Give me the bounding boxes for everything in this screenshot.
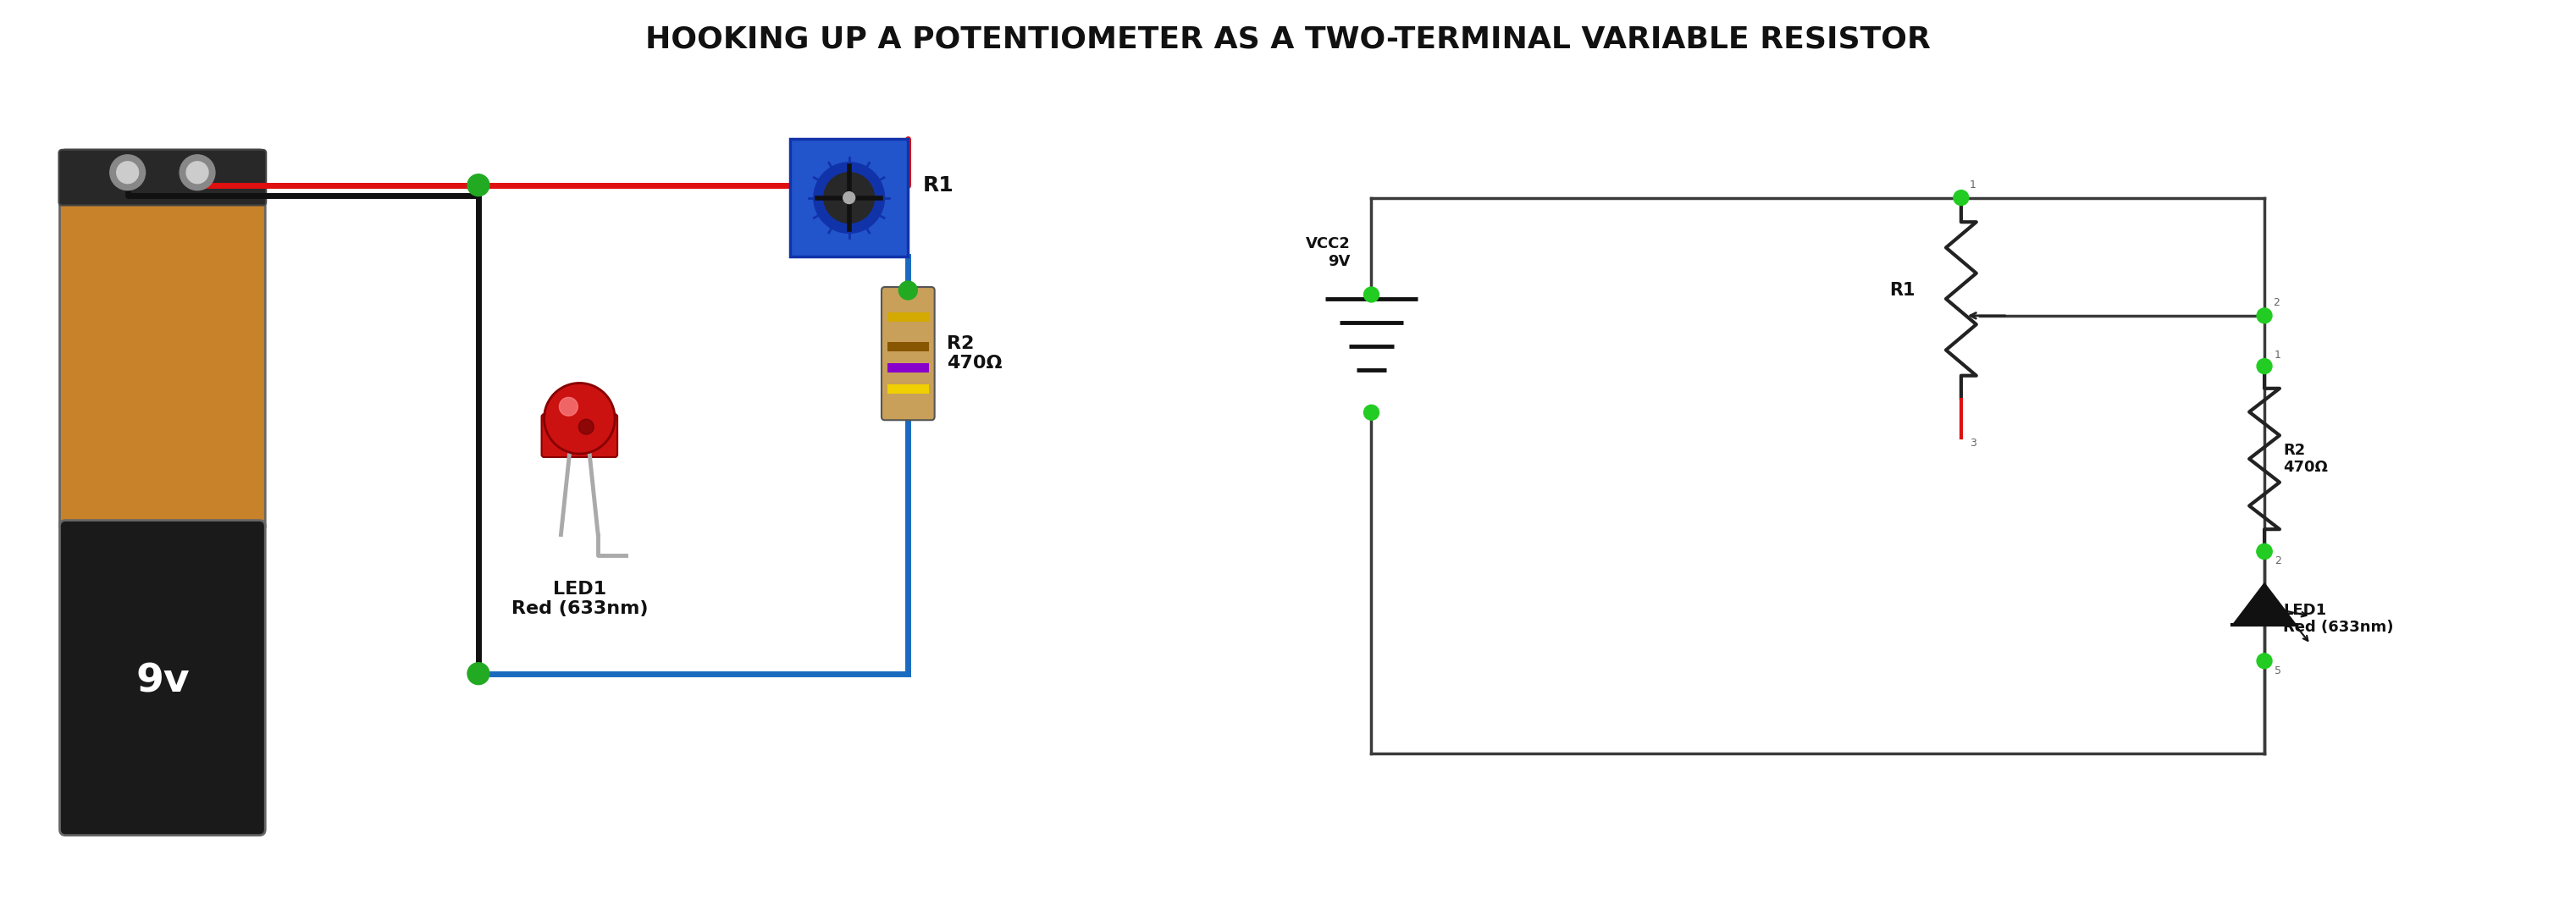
- Text: R1: R1: [922, 175, 953, 195]
- Circle shape: [544, 383, 616, 453]
- FancyBboxPatch shape: [59, 149, 265, 532]
- FancyBboxPatch shape: [541, 414, 618, 457]
- Circle shape: [1363, 287, 1378, 302]
- Text: LED1
Red (633nm): LED1 Red (633nm): [2282, 603, 2393, 636]
- Bar: [886, 312, 930, 322]
- FancyBboxPatch shape: [59, 520, 265, 835]
- FancyBboxPatch shape: [59, 149, 265, 205]
- Circle shape: [2257, 308, 2272, 323]
- Circle shape: [2257, 359, 2272, 374]
- Circle shape: [559, 398, 577, 416]
- Text: 9v: 9v: [137, 662, 191, 700]
- Circle shape: [2257, 544, 2272, 559]
- Bar: [886, 342, 930, 351]
- Text: R2
470Ω: R2 470Ω: [2282, 442, 2329, 475]
- Text: VCC2
9V: VCC2 9V: [1306, 236, 1350, 269]
- Text: R2
470Ω: R2 470Ω: [945, 335, 1002, 372]
- Circle shape: [842, 191, 855, 203]
- Circle shape: [824, 172, 873, 223]
- FancyBboxPatch shape: [791, 139, 909, 256]
- Circle shape: [899, 281, 917, 300]
- Text: HOOKING UP A POTENTIOMETER AS A TWO-TERMINAL VARIABLE RESISTOR: HOOKING UP A POTENTIOMETER AS A TWO-TERM…: [647, 25, 1929, 54]
- Circle shape: [1363, 405, 1378, 420]
- Text: R1: R1: [1888, 282, 1914, 299]
- Circle shape: [2257, 544, 2272, 559]
- Circle shape: [466, 174, 489, 196]
- Circle shape: [580, 420, 595, 434]
- Text: 2: 2: [2275, 556, 2282, 567]
- Bar: [886, 385, 930, 394]
- Circle shape: [2257, 653, 2272, 669]
- Polygon shape: [2233, 583, 2295, 626]
- FancyBboxPatch shape: [881, 287, 935, 420]
- Circle shape: [111, 155, 144, 191]
- Circle shape: [180, 155, 214, 191]
- Text: 2: 2: [2272, 297, 2280, 308]
- Circle shape: [116, 161, 139, 183]
- Circle shape: [185, 161, 209, 183]
- Text: 1: 1: [1971, 180, 1976, 191]
- Text: 5: 5: [2275, 665, 2282, 676]
- Text: LED1
Red (633nm): LED1 Red (633nm): [510, 581, 649, 617]
- Bar: [886, 364, 930, 373]
- Circle shape: [1953, 191, 1968, 205]
- Circle shape: [814, 162, 884, 234]
- Circle shape: [466, 662, 489, 684]
- Text: 1: 1: [2275, 349, 2282, 360]
- Text: 3: 3: [1971, 438, 1976, 449]
